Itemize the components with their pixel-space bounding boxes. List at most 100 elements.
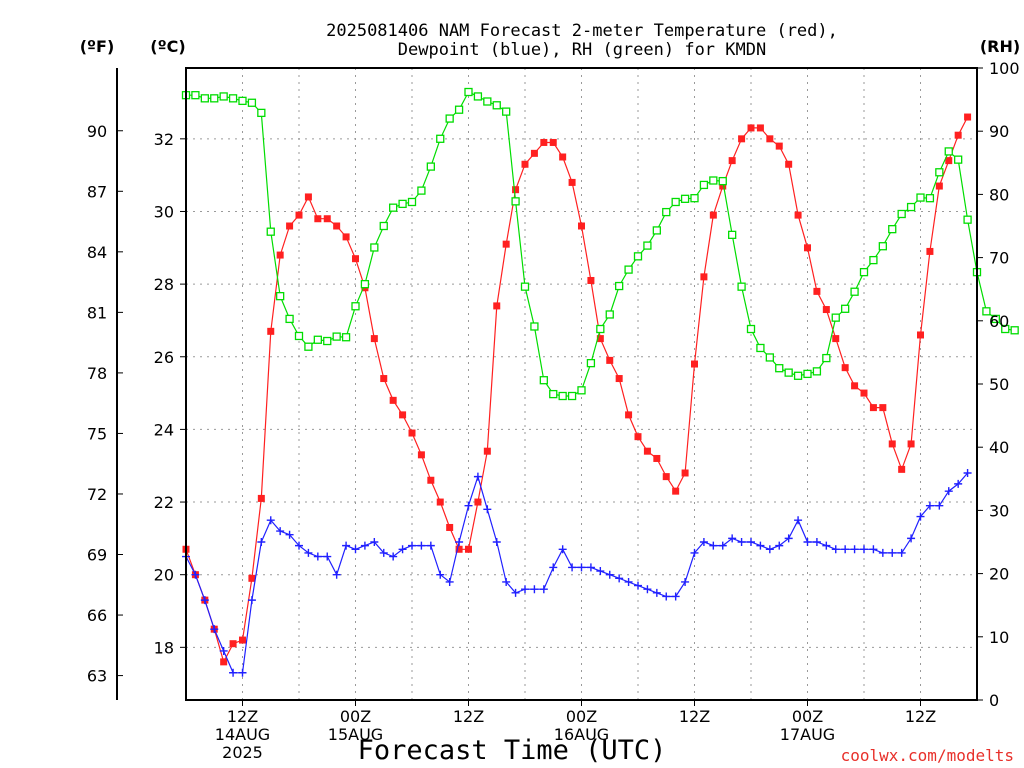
series-layer [181,87,1019,677]
rh-point [257,108,266,118]
grid-lines [186,68,977,700]
x-axis-title: Forecast Time (UTC) [358,735,667,766]
rh-point [680,194,690,203]
rh-point [370,243,379,252]
rh-point [897,209,906,219]
temperature-point [681,469,689,477]
rh-point [454,105,464,114]
temperature-point [474,498,482,506]
dewpoint-point [426,541,435,550]
rh-point [445,114,454,123]
temperature-point [559,153,567,161]
dewpoint-point [869,545,878,554]
rh-tick-label: 60 [989,312,1009,331]
rh-point [567,391,577,401]
temperature-point [728,157,736,165]
temperature-point [879,404,887,412]
rh-point [294,331,304,341]
dewpoint-point [699,538,708,546]
celsius-tick-label: 18 [154,638,174,657]
x-tick-label: 12Z [905,707,936,726]
rh-point [746,324,756,334]
dewpoint-point [295,541,303,550]
temperature-point [352,255,359,263]
rh-point [530,322,539,331]
dewpoint-point [634,581,642,590]
rh-tick-label: 0 [989,691,999,710]
temperature-point [304,193,312,201]
x-tick-label: 14AUG [215,725,270,744]
temperature-point [794,211,802,219]
temperature-point [323,215,331,223]
rh-tick-label: 50 [989,375,1009,394]
rh-point [473,92,483,101]
temperature-point [700,273,708,281]
x-tick-label: 12Z [679,707,710,726]
rh-point [238,96,247,106]
rh-point [690,194,699,203]
rh-point [379,221,388,231]
rh-tick-label: 30 [989,501,1009,520]
temperature-point [907,440,915,448]
rh-point [963,215,972,224]
dewpoint-point [417,541,426,550]
rh-point [417,186,426,195]
dewpoint-point [247,596,256,605]
temperature-point [530,149,538,157]
dewpoint-point [257,538,266,546]
x-tick-label: 12Z [453,707,484,726]
rh-point [925,194,935,203]
temperature-point [813,287,821,295]
rh-point [916,193,925,202]
temperature-point [408,429,416,437]
celsius-tick-label: 24 [154,420,174,439]
dewpoint-point [718,541,727,550]
rh-point [991,314,1000,324]
temperature-point [549,138,557,146]
dewpoint-point [831,545,840,554]
x-tick-label: 2025 [222,743,263,762]
dewpoint-point [737,538,746,546]
temperature-point [822,306,830,314]
temperature-point [436,498,444,506]
temperature-point [483,447,491,455]
dewpoint-point [841,545,850,554]
temperature-point [766,135,774,143]
temperature-point [606,356,614,364]
dewpoint-point [483,505,492,514]
dewpoint-point [963,468,972,477]
rh-point [982,307,991,316]
temperature-point [295,211,303,219]
rh-point [407,197,417,207]
dewpoint-point [822,541,831,550]
fahrenheit-tick-label: 63 [87,667,107,686]
rh-point [341,333,351,342]
dewpoint-point [313,552,322,561]
rh-point [304,342,313,351]
temperature-point [342,233,350,241]
rh-point [605,310,614,319]
temperature-point [756,124,764,132]
rh-point [210,94,219,103]
x-tick-label: 00Z [566,707,597,726]
dewpoint-point [765,545,774,554]
dewpoint-point [200,596,209,605]
rh-point [492,101,501,110]
dewpoint-point [502,577,511,586]
dewpoint-point [276,527,285,536]
rh-point [662,207,671,217]
temperature-point [540,138,548,146]
temperature-point [615,375,623,383]
rh-point [850,287,859,296]
dewpoint-point [530,585,539,594]
temperature-point [917,331,924,339]
rh-point [191,91,200,100]
temperature-point [709,211,717,219]
rh-point [596,324,605,334]
rh-unit-label: (RH) [980,37,1020,56]
dewpoint-point [812,538,821,546]
dewpoint-point [191,570,200,579]
dewpoint-point [596,567,605,576]
rh-point [793,371,803,380]
x-tick-label: 00Z [340,707,371,726]
